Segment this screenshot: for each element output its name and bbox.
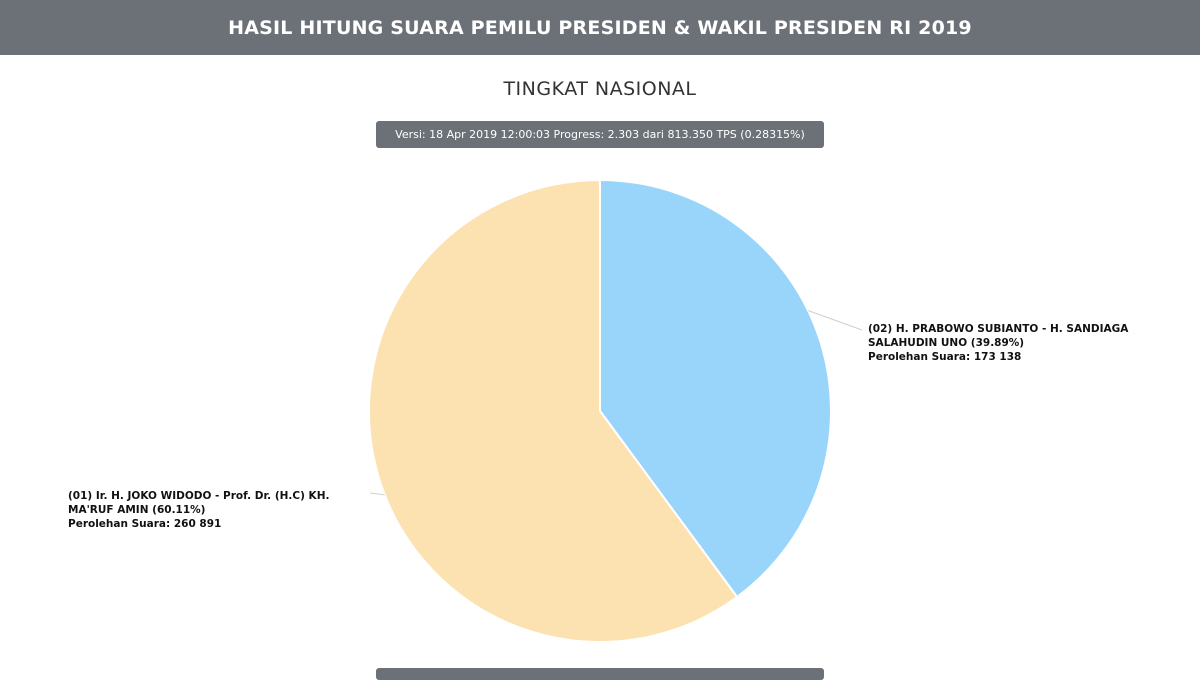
header-title: HASIL HITUNG SUARA PEMILU PRESIDEN & WAK… xyxy=(228,16,972,39)
slice-label-01-name: (01) Ir. H. JOKO WIDODO - Prof. Dr. (H.C… xyxy=(68,490,330,516)
pie-slice-01 xyxy=(368,178,739,643)
leader-line-02 xyxy=(807,310,863,331)
slice-label-01-votes: Perolehan Suara: 260 891 xyxy=(68,518,222,530)
slice-label-02-votes: Perolehan Suara: 173 138 xyxy=(868,351,1022,363)
version-progress-badge: Versi: 18 Apr 2019 12:00:03 Progress: 2.… xyxy=(376,121,824,148)
leader-line-01 xyxy=(369,492,385,496)
page-header: HASIL HITUNG SUARA PEMILU PRESIDEN & WAK… xyxy=(0,0,1200,55)
slice-label-01: (01) Ir. H. JOKO WIDODO - Prof. Dr. (H.C… xyxy=(68,489,368,531)
slice-label-02-name: (02) H. PRABOWO SUBIANTO - H. SANDIAGA S… xyxy=(868,323,1129,349)
bottom-bar xyxy=(376,668,824,680)
slice-label-02: (02) H. PRABOWO SUBIANTO - H. SANDIAGA S… xyxy=(868,322,1158,364)
pie-slice-02 xyxy=(599,178,832,599)
chart-title: TINGKAT NASIONAL xyxy=(503,78,697,100)
